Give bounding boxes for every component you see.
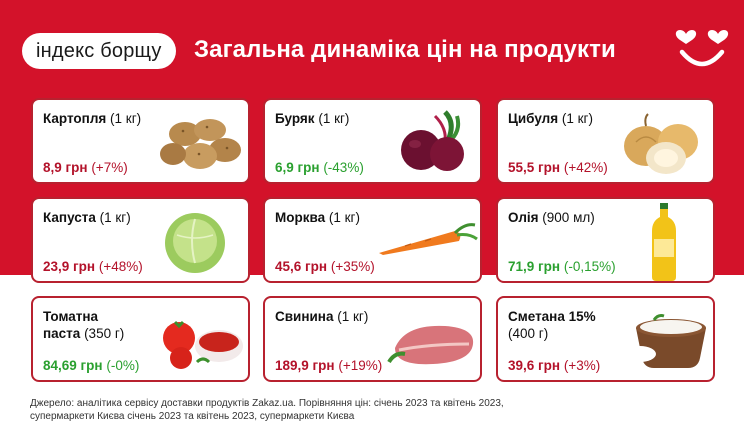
product-quantity: (1 кг) <box>561 111 593 126</box>
tomato-paste-icon <box>163 320 243 369</box>
product-name: Буряк <box>275 111 315 126</box>
product-price: 23,9 грн <box>43 259 96 274</box>
product-card-pork: Свинина (1 кг) 189,9 грн (+19%) <box>263 296 482 382</box>
page-title: Загальна динаміка цін на продукти <box>194 36 616 63</box>
product-name: Цибуля <box>508 111 559 126</box>
product-quantity: (1 кг) <box>337 309 369 324</box>
product-card-potato: Картопля (1 кг) 8,9 грн (+7%) <box>31 98 250 184</box>
product-card-beet: Буряк (1 кг) 6,9 грн (-43%) <box>263 98 482 184</box>
product-card-oil: Олія (900 мл) 71,9 грн (-0,15%) <box>496 197 715 283</box>
borsch-index-badge: індекс борщу <box>22 33 176 69</box>
cabbage-icon <box>165 213 225 273</box>
product-name: Капуста <box>43 210 96 225</box>
product-card-tomato-paste: Томатна паста (350 г) 84,69 грн (-0%) <box>31 296 250 382</box>
product-card-carrot: Морква (1 кг) 45,6 грн (+35%) <box>263 197 482 283</box>
source-note: Джерело: аналітика сервісу доставки прод… <box>30 398 550 423</box>
product-quantity: (400 г) <box>508 326 549 341</box>
product-price: 55,5 грн <box>508 160 561 175</box>
product-price: 189,9 грн <box>275 358 335 373</box>
source-note-line-1: Джерело: аналітика сервісу доставки прод… <box>30 398 504 409</box>
smiley-logo-icon <box>675 30 729 67</box>
price-change: (+35%) <box>330 259 375 274</box>
product-quantity: (1 кг) <box>110 111 142 126</box>
product-name: Сметана 15% <box>508 309 596 324</box>
product-name: Картопля <box>43 111 107 126</box>
product-quantity: (1 кг) <box>318 111 350 126</box>
badge-label: індекс борщу <box>36 39 162 62</box>
product-name: Олія <box>508 210 539 225</box>
carrot-icon <box>379 223 478 255</box>
oil-bottle-icon <box>652 203 676 281</box>
price-change: (+42%) <box>563 160 608 175</box>
product-price: 45,6 грн <box>275 259 328 274</box>
price-change: (+19%) <box>338 358 383 373</box>
product-quantity: (900 мл) <box>542 210 595 225</box>
pork-icon <box>387 325 474 365</box>
product-price: 39,6 грн <box>508 358 561 373</box>
product-price: 6,9 грн <box>275 160 320 175</box>
price-change: (-0,15%) <box>563 259 616 274</box>
product-quantity: (1 кг) <box>328 210 360 225</box>
price-change: (-0%) <box>106 358 140 373</box>
price-change: (+7%) <box>91 160 128 175</box>
price-change: (+48%) <box>98 259 143 274</box>
price-change: (-43%) <box>323 160 364 175</box>
product-quantity: (350 г) <box>84 326 125 341</box>
product-quantity: (1 кг) <box>99 210 131 225</box>
product-name: Томатна паста <box>43 309 99 341</box>
product-card-onion: Цибуля (1 кг) 55,5 грн (+42%) <box>496 98 715 184</box>
source-note-line-2: супермаркети Києва січень 2023 та квітен… <box>30 410 355 422</box>
price-change: (+3%) <box>563 358 601 373</box>
product-name: Морква <box>275 210 326 225</box>
header: індекс борщу Загальна динаміка цін на пр… <box>0 0 744 96</box>
product-price: 71,9 грн <box>508 259 561 274</box>
product-card-cabbage: Капуста (1 кг) 23,9 грн (+48%) <box>31 197 250 283</box>
product-price: 84,69 грн <box>43 358 103 373</box>
potato-icon <box>160 119 241 169</box>
sour-cream-icon <box>624 314 706 368</box>
product-card-sour-cream: Сметана 15% (400 г) 39,6 грн (+3%) <box>496 296 715 382</box>
product-price: 8,9 грн <box>43 160 88 175</box>
beet-icon <box>401 110 464 171</box>
onion-icon <box>624 113 698 174</box>
product-name: Свинина <box>275 309 334 324</box>
